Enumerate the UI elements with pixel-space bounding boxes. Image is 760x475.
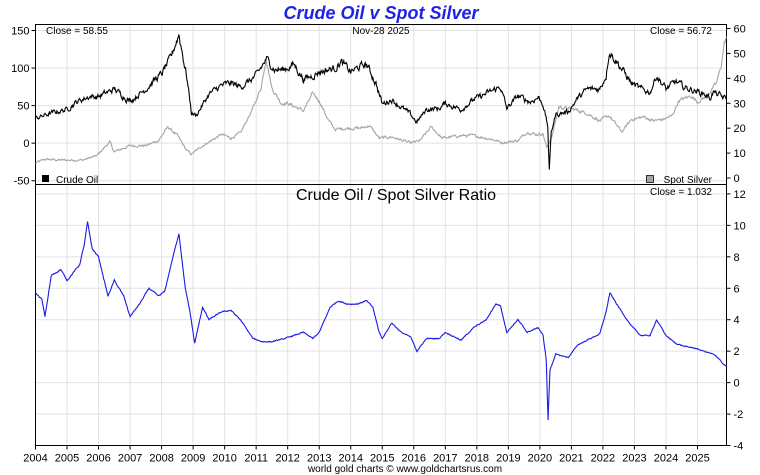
year-tick-label: 2008 [149,453,173,465]
ratio-axis-label: 8 [734,252,740,264]
year-tick-label: 2020 [528,453,552,465]
year-tick-label: 2015 [370,453,394,465]
year-axis: 2004 2005 2006 2007 2008 2009 2010 2011 2012 2013… [23,446,709,465]
silver-axis-label: 0 [734,173,740,185]
ratio-axis-label: -2 [734,409,744,421]
year-tick-label: 2021 [559,453,583,465]
year-tick-label: 2006 [86,453,110,465]
ratio-axis-label: 0 [734,378,740,390]
chart-title: Crude Oil v Spot Silver [283,3,479,23]
bottom-panel-frame [36,185,727,446]
silver-axis-label: 60 [734,23,746,35]
silver-axis-label: 30 [734,98,746,110]
crude-axis: 150 100 50 0 -50 [11,26,35,188]
ratio-axis-label: 10 [734,220,746,232]
silver-axis-label: 40 [734,73,746,85]
ratio-axis-label: 6 [734,283,740,295]
year-tick-label: 2009 [181,453,205,465]
year-tick-label: 2018 [465,453,489,465]
top-panel-grid [36,25,727,185]
year-tick-label: 2004 [23,453,47,465]
ratio-axis-label: -4 [734,441,744,453]
crude-axis-label: 150 [11,26,29,38]
chart-canvas: Crude Oil v Spot Silver Close = 58.55 No… [0,0,760,475]
crude-close-label: Close = 58.55 [46,26,108,37]
ratio-axis-label: 4 [734,315,740,327]
year-tick-label: 2024 [654,453,678,465]
crude-axis-label: 0 [23,138,29,150]
ratio-axis-label: 2 [734,346,740,358]
crude-axis-label: 50 [17,101,29,113]
year-tick-label: 2025 [685,453,709,465]
crude-axis-label: 100 [11,63,29,75]
silver-axis-label: 50 [734,48,746,60]
top-panel-frame [36,25,727,185]
top-panel-series [36,35,727,170]
year-tick-label: 2005 [55,453,79,465]
footer-credit: world gold charts © www.goldchartsrus.co… [307,464,502,475]
silver-axis-label: 10 [734,148,746,160]
silver-axis: 60 50 40 30 20 10 0 [727,23,746,185]
silver-axis-label: 20 [734,123,746,135]
date-label: Nov-28 2025 [352,26,410,37]
year-tick-label: 2016 [402,453,426,465]
ratio-close-label: Close = 1.032 [650,187,712,198]
year-tick-label: 2017 [433,453,457,465]
year-tick-label: 2011 [244,453,268,465]
year-tick-label: 2014 [338,453,362,465]
silver-legend-swatch [647,176,654,183]
ratio-line [36,222,727,421]
year-tick-label: 2007 [118,453,142,465]
year-tick-label: 2022 [591,453,615,465]
year-tick-label: 2019 [496,453,520,465]
crude-legend-swatch [42,175,49,182]
year-tick-label: 2012 [275,453,299,465]
bottom-panel-grid [36,185,727,446]
year-tick-label: 2010 [212,453,236,465]
year-tick-label: 2013 [307,453,331,465]
ratio-panel-title: Crude Oil / Spot Silver Ratio [296,187,496,204]
silver-close-label: Close = 56.72 [650,26,712,37]
bottom-panel-series [36,222,727,421]
ratio-axis: 12 10 8 6 4 2 0 -2 -4 [727,189,746,453]
year-tick-label: 2023 [622,453,646,465]
ratio-axis-label: 12 [734,189,746,201]
crude-oil-line [36,35,727,170]
crude-axis-label: -50 [14,176,30,188]
